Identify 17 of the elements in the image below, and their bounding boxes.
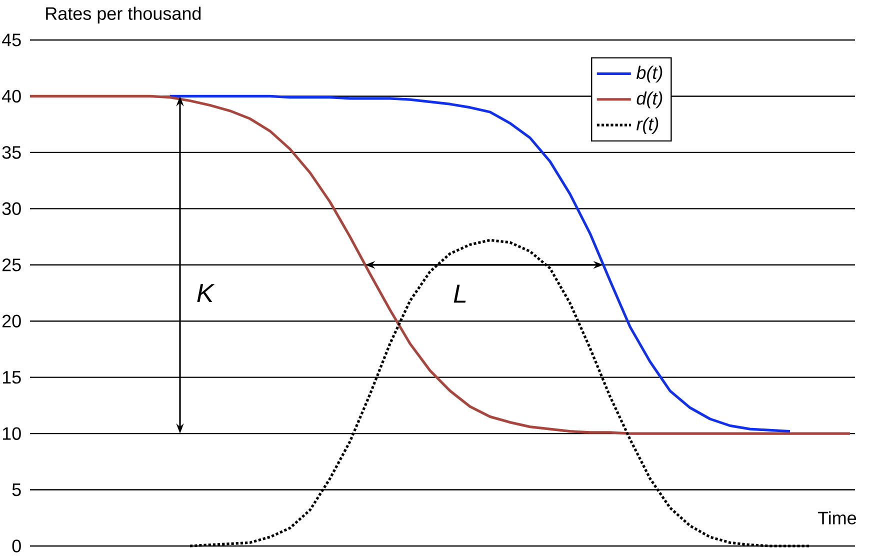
y-tick-label: 30 [2,202,21,216]
y-tick-label: 25 [2,258,21,272]
annotation: L [454,284,466,303]
y-tick-label: 15 [2,371,21,384]
y-tick-label: 0 [12,540,21,552]
annotation: K [197,284,215,302]
y-tick-label: 40 [2,90,21,103]
legend-label: b(t) [636,66,662,83]
y-tick-label: 5 [12,484,21,496]
y-tick-label: 35 [2,146,21,159]
y-tick-label: 20 [2,314,21,328]
y-axis-title: Rates per thousand [46,6,201,24]
legend-label: r(t) [636,117,658,134]
y-tick-label: 45 [2,34,21,46]
legend-label: d(t) [636,92,662,108]
x-axis-title: Time [818,511,856,524]
y-tick-label: 10 [2,427,21,440]
